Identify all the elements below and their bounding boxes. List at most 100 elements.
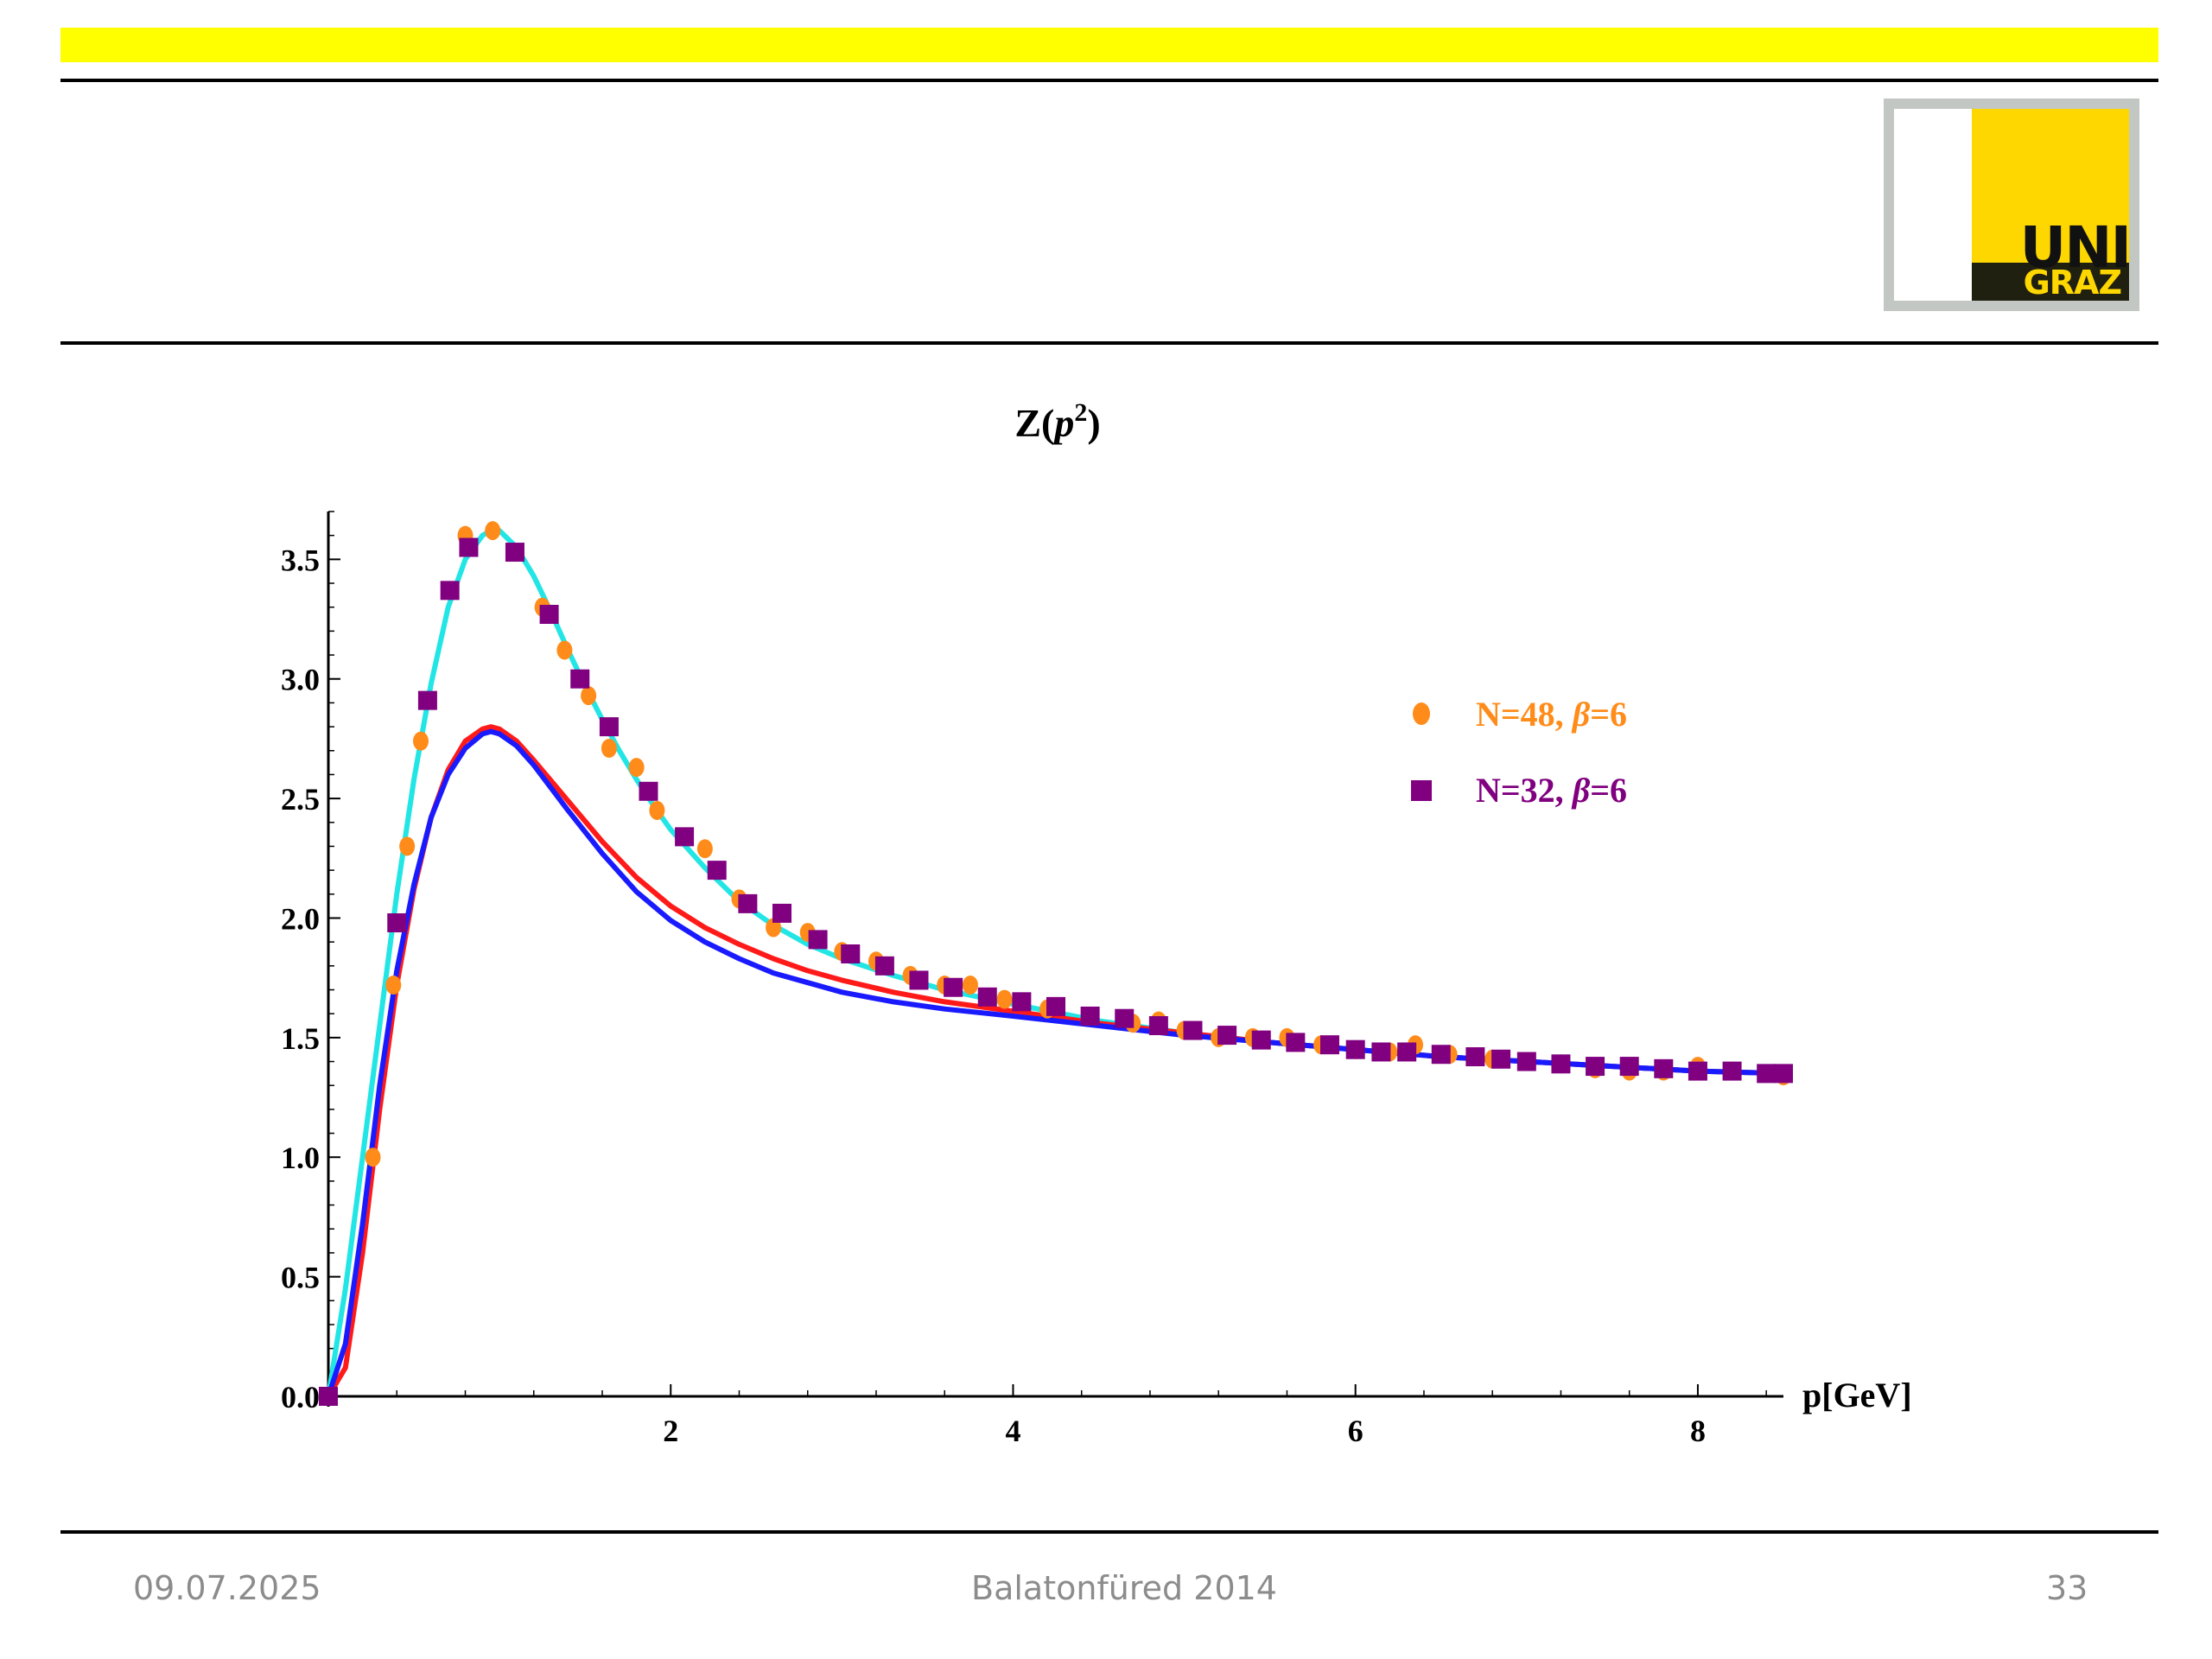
data-point-n32 bbox=[874, 956, 894, 976]
data-point-n32 bbox=[1465, 1047, 1485, 1067]
footer-event: Balatonfüred 2014 bbox=[971, 1569, 1277, 1607]
x-tick-label: 8 bbox=[1690, 1414, 1706, 1448]
footer-rule bbox=[60, 1530, 2158, 1534]
data-point-n32 bbox=[387, 913, 407, 933]
y-tick-label: 3.5 bbox=[281, 543, 320, 577]
data-point-n48 bbox=[649, 800, 665, 820]
data-point-n32 bbox=[599, 717, 619, 737]
chart-title: Z(p2) bbox=[1014, 398, 1100, 445]
data-point-n32 bbox=[1183, 1020, 1203, 1040]
data-point-n32 bbox=[1722, 1061, 1742, 1081]
data-point-n32 bbox=[1319, 1035, 1339, 1055]
data-point-n32 bbox=[977, 987, 997, 1007]
data-point-n32 bbox=[909, 970, 929, 990]
data-point-n32 bbox=[417, 690, 437, 710]
chart-curves bbox=[326, 528, 1784, 1398]
legend-marker-n32 bbox=[1411, 780, 1432, 801]
footer-date: 09.07.2025 bbox=[133, 1569, 321, 1607]
logo-text-uni: UNI bbox=[2019, 214, 2132, 281]
uni-graz-logo: UNI GRAZ bbox=[1884, 99, 2139, 311]
data-point-n32 bbox=[1148, 1016, 1168, 1036]
data-point-n48 bbox=[962, 975, 978, 995]
chart-title-close: ) bbox=[1087, 401, 1100, 445]
data-point-n32 bbox=[319, 1387, 338, 1406]
y-tick-label: 1.5 bbox=[281, 1021, 320, 1056]
data-point-n32 bbox=[570, 669, 590, 689]
data-point-n32 bbox=[1757, 1064, 1777, 1084]
data-point-n32 bbox=[808, 930, 828, 950]
data-point-n32 bbox=[639, 781, 658, 801]
data-point-n32 bbox=[1516, 1052, 1536, 1071]
data-point-n32 bbox=[675, 827, 695, 847]
x-tick-label: 6 bbox=[1348, 1414, 1363, 1448]
data-point-n32 bbox=[1654, 1058, 1674, 1078]
data-point-n32 bbox=[1371, 1042, 1391, 1062]
data-point-n48 bbox=[581, 686, 597, 706]
header-bottom-rule bbox=[60, 341, 2158, 345]
chart-title-base: Z( bbox=[1014, 401, 1054, 445]
data-point-n32 bbox=[1586, 1057, 1605, 1077]
chart-legend: N=48, β=6 N=32, β=6 bbox=[1411, 695, 1627, 810]
legend-label-n48: N=48, β=6 bbox=[1476, 695, 1627, 734]
data-point-n32 bbox=[1115, 1008, 1135, 1028]
header-top-rule bbox=[60, 79, 2158, 82]
data-point-n32 bbox=[440, 581, 460, 601]
data-point-n32 bbox=[1345, 1039, 1365, 1059]
data-point-n32 bbox=[1251, 1030, 1271, 1050]
y-tick-label: 2.5 bbox=[281, 782, 320, 817]
logo-white-panel bbox=[1894, 109, 1972, 301]
data-point-n48 bbox=[766, 918, 782, 938]
data-point-n32 bbox=[841, 944, 861, 963]
chart-title-sup: 2 bbox=[1074, 398, 1087, 427]
x-axis-label: p[GeV] bbox=[1802, 1376, 1912, 1414]
data-point-n48 bbox=[628, 758, 645, 778]
data-point-n32 bbox=[707, 861, 727, 880]
data-point-n32 bbox=[944, 977, 963, 997]
data-point-n32 bbox=[1774, 1064, 1793, 1084]
fit-curve-cyan bbox=[326, 528, 1784, 1397]
data-point-n32 bbox=[1046, 996, 1065, 1016]
data-point-n48 bbox=[485, 521, 501, 541]
data-point-n32 bbox=[1080, 1006, 1100, 1026]
data-point-n32 bbox=[1619, 1057, 1639, 1077]
data-point-n48 bbox=[696, 839, 713, 859]
data-point-n48 bbox=[556, 640, 573, 660]
data-point-n32 bbox=[1217, 1026, 1237, 1046]
x-tick-label: 2 bbox=[663, 1414, 678, 1448]
data-point-n48 bbox=[996, 989, 1013, 1009]
data-point-n32 bbox=[1431, 1045, 1451, 1065]
data-point-n32 bbox=[505, 543, 524, 563]
data-point-n32 bbox=[1491, 1049, 1511, 1069]
legend-marker-n48 bbox=[1413, 702, 1430, 725]
header-yellow-bar bbox=[60, 28, 2158, 62]
legend-label-n32: N=32, β=6 bbox=[1476, 771, 1627, 810]
logo-text-graz: GRAZ bbox=[2023, 264, 2122, 302]
logo-dark-strip bbox=[1972, 263, 2129, 301]
y-tick-label: 0.5 bbox=[281, 1261, 320, 1295]
data-point-n32 bbox=[738, 893, 758, 913]
data-point-n32 bbox=[1688, 1061, 1707, 1081]
y-tick-label: 2.0 bbox=[281, 901, 320, 936]
data-point-n32 bbox=[539, 605, 559, 625]
data-point-n48 bbox=[365, 1147, 381, 1167]
data-point-n48 bbox=[412, 731, 429, 751]
y-tick-label: 3.0 bbox=[281, 663, 320, 697]
legend-item-n48: N=48, β=6 bbox=[1413, 695, 1627, 734]
chart-points bbox=[319, 521, 1793, 1406]
y-tick-label: 1.0 bbox=[281, 1141, 320, 1175]
data-point-n32 bbox=[1551, 1054, 1571, 1074]
data-point-n48 bbox=[385, 975, 402, 995]
data-point-n32 bbox=[1286, 1033, 1306, 1052]
legend-item-n32: N=32, β=6 bbox=[1411, 771, 1627, 810]
data-point-n32 bbox=[772, 903, 792, 923]
data-point-n32 bbox=[1012, 992, 1032, 1012]
data-point-n48 bbox=[399, 836, 416, 856]
footer-page-number: 33 bbox=[2046, 1569, 2088, 1607]
data-point-n48 bbox=[601, 738, 617, 758]
x-tick-label: 4 bbox=[1005, 1414, 1020, 1448]
data-point-n32 bbox=[1397, 1042, 1417, 1062]
data-point-n32 bbox=[459, 537, 479, 557]
y-tick-label: 0.0 bbox=[281, 1380, 320, 1414]
chart-axes: 0.0 0.5 1.0 1.5 2.0 2.5 3.0 3.5 2 4 6 8 bbox=[281, 511, 1783, 1448]
